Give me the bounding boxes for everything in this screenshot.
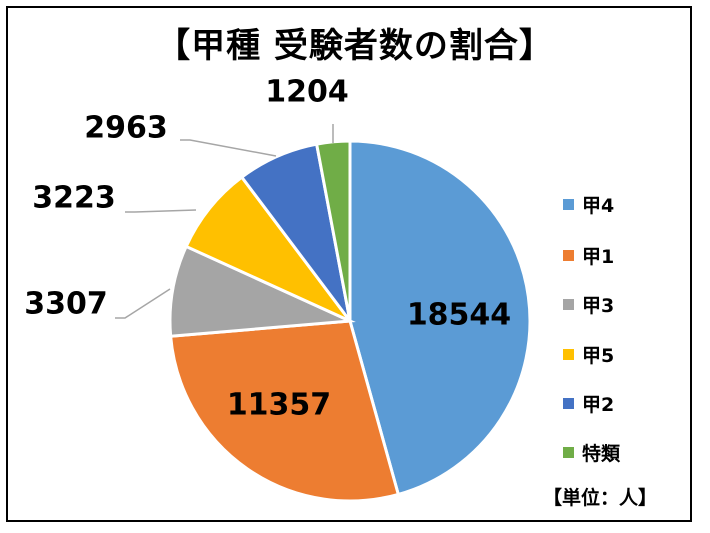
legend-item-1: 甲4	[563, 192, 615, 217]
legend-label: 甲3	[582, 294, 615, 317]
legend-swatch	[563, 298, 574, 310]
legend-swatch	[563, 249, 574, 261]
leader-line-4	[125, 209, 197, 213]
legend-item-2: 甲1	[563, 243, 615, 268]
chart-title: 【甲種 受験者数の割合】	[156, 26, 554, 66]
legend-label: 甲1	[582, 245, 615, 268]
pie-slice-2	[169, 319, 401, 503]
legend-item-5: 甲2	[563, 391, 615, 416]
data-label-3: 3307	[24, 287, 108, 322]
pie-slice-4	[184, 175, 352, 323]
legend-swatch	[563, 348, 574, 360]
legend-swatch	[563, 446, 574, 458]
unit-note: 【単位：人】	[543, 487, 658, 509]
legend-item-6: 特類	[563, 440, 621, 465]
leader-line-3	[115, 288, 171, 319]
legend-label: 甲5	[582, 344, 615, 367]
legend-swatch	[563, 397, 574, 409]
legend-item-4: 甲5	[563, 342, 615, 367]
legend-label: 甲2	[582, 393, 615, 416]
pie-slice-3	[168, 244, 356, 338]
data-label-4: 3223	[32, 181, 116, 216]
pie-slice-1	[348, 139, 532, 497]
legend-swatch	[563, 198, 574, 210]
data-label-2: 11357	[227, 388, 331, 423]
legend-label: 甲4	[582, 194, 615, 217]
leader-line-5	[180, 139, 277, 157]
legend-label: 特類	[582, 442, 621, 465]
legend-item-3: 甲3	[563, 292, 615, 317]
data-label-6: 1204	[265, 75, 349, 110]
data-label-5: 2963	[84, 111, 168, 146]
data-label-1: 18544	[407, 298, 511, 333]
